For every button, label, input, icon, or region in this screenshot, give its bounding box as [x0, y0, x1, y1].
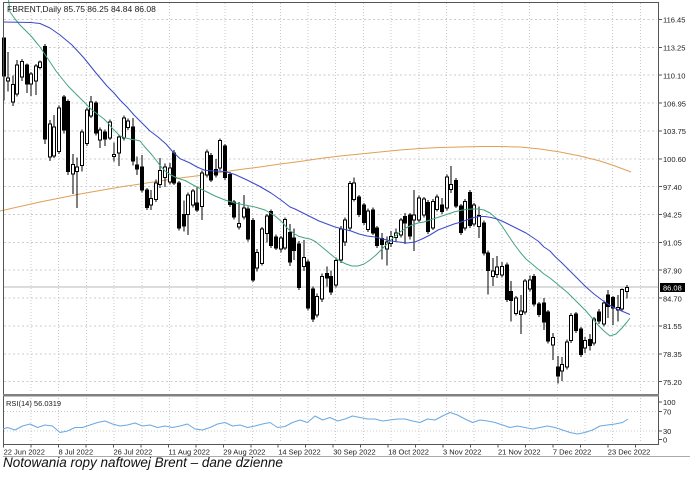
svg-text:30: 30: [663, 427, 671, 436]
svg-text:86.08: 86.08: [663, 284, 682, 293]
svg-text:100.60: 100.60: [663, 155, 686, 164]
svg-text:22 Jun 2022: 22 Jun 2022: [4, 448, 45, 457]
svg-text:97.40: 97.40: [663, 183, 682, 192]
svg-text:8 Jul 2022: 8 Jul 2022: [59, 448, 94, 457]
svg-text:11 Aug 2022: 11 Aug 2022: [168, 448, 210, 457]
svg-text:21 Nov 2022: 21 Nov 2022: [498, 448, 541, 457]
svg-text:14 Sep 2022: 14 Sep 2022: [278, 448, 321, 457]
svg-text:100: 100: [663, 398, 676, 407]
svg-text:3 Nov 2022: 3 Nov 2022: [443, 448, 481, 457]
svg-text:70: 70: [663, 408, 671, 417]
svg-text:0: 0: [663, 436, 667, 445]
svg-text:75.20: 75.20: [663, 378, 682, 387]
svg-text:FBRENT,Daily 85.75 86.25 84.8: FBRENT,Daily 85.75 86.25 84.84 86.08: [7, 4, 156, 14]
svg-text:Notowania ropy naftowej Brent: Notowania ropy naftowej Brent – dane dzi…: [3, 455, 283, 470]
svg-text:110.10: 110.10: [663, 71, 685, 80]
svg-text:26 Jul 2022: 26 Jul 2022: [114, 448, 153, 457]
svg-text:23 Dec 2022: 23 Dec 2022: [608, 448, 651, 457]
svg-text:81.55: 81.55: [663, 322, 682, 331]
svg-text:78.35: 78.35: [663, 350, 682, 359]
svg-text:116.45: 116.45: [663, 16, 685, 25]
svg-text:113.25: 113.25: [663, 44, 685, 53]
svg-text:29 Aug 2022: 29 Aug 2022: [223, 448, 265, 457]
svg-text:30 Sep 2022: 30 Sep 2022: [333, 448, 376, 457]
svg-text:RSI(14) 56.0319: RSI(14) 56.0319: [6, 399, 61, 408]
svg-text:18 Oct 2022: 18 Oct 2022: [388, 448, 429, 457]
svg-text:106.95: 106.95: [663, 99, 686, 108]
svg-text:103.75: 103.75: [663, 127, 686, 136]
svg-text:94.25: 94.25: [663, 211, 682, 220]
svg-text:91.05: 91.05: [663, 239, 682, 248]
svg-text:84.70: 84.70: [663, 294, 682, 303]
svg-text:87.90: 87.90: [663, 266, 682, 275]
svg-text:7 Dec 2022: 7 Dec 2022: [553, 448, 591, 457]
